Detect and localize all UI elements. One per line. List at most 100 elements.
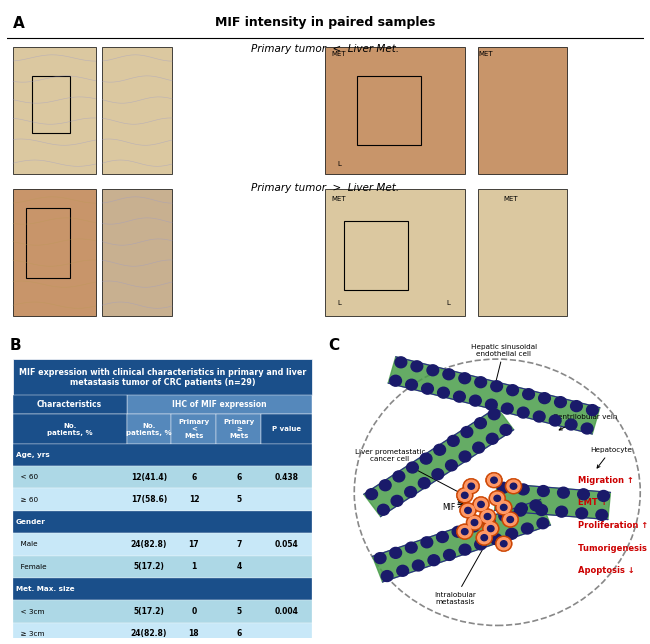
Circle shape	[427, 365, 439, 375]
FancyBboxPatch shape	[13, 466, 312, 488]
Text: C: C	[328, 338, 339, 353]
Circle shape	[378, 504, 389, 515]
Circle shape	[486, 433, 498, 444]
Circle shape	[474, 418, 486, 429]
Text: B: B	[10, 338, 21, 353]
Circle shape	[486, 399, 497, 410]
Text: L: L	[338, 300, 342, 307]
Circle shape	[507, 516, 514, 522]
Circle shape	[446, 460, 458, 471]
Circle shape	[537, 518, 549, 529]
Polygon shape	[388, 357, 600, 434]
FancyBboxPatch shape	[13, 415, 127, 444]
Circle shape	[390, 547, 402, 558]
Circle shape	[517, 407, 529, 418]
Text: Gender: Gender	[16, 519, 46, 525]
Circle shape	[393, 471, 405, 482]
Circle shape	[443, 549, 455, 560]
FancyBboxPatch shape	[478, 48, 567, 174]
Text: 24(82.8): 24(82.8)	[131, 629, 167, 638]
Circle shape	[468, 516, 481, 529]
FancyBboxPatch shape	[102, 48, 172, 174]
Circle shape	[468, 521, 480, 532]
Text: Characteristics: Characteristics	[37, 401, 102, 410]
Circle shape	[504, 513, 517, 526]
Circle shape	[554, 397, 566, 408]
Text: 0.438: 0.438	[275, 473, 299, 482]
Polygon shape	[495, 483, 610, 520]
Circle shape	[459, 451, 471, 462]
Circle shape	[397, 565, 409, 576]
Text: MET: MET	[478, 51, 493, 57]
Circle shape	[578, 489, 590, 500]
FancyBboxPatch shape	[127, 415, 172, 444]
Circle shape	[422, 383, 434, 394]
Text: ≥ 3cm: ≥ 3cm	[16, 631, 44, 637]
Text: MIF intensity in paired samples: MIF intensity in paired samples	[214, 16, 436, 29]
Circle shape	[476, 530, 493, 545]
Circle shape	[534, 411, 545, 422]
Text: Primary
≥
Mets: Primary ≥ Mets	[223, 419, 255, 439]
Circle shape	[497, 538, 510, 550]
Circle shape	[395, 357, 407, 368]
Circle shape	[479, 509, 496, 524]
Circle shape	[406, 542, 417, 553]
Circle shape	[461, 426, 473, 437]
Text: 5: 5	[237, 607, 241, 616]
FancyBboxPatch shape	[13, 511, 312, 533]
Circle shape	[462, 492, 468, 498]
Circle shape	[514, 505, 526, 516]
Circle shape	[374, 553, 386, 564]
Text: 24(82.8): 24(82.8)	[131, 540, 167, 549]
Circle shape	[581, 423, 593, 434]
Text: 4: 4	[236, 562, 242, 571]
Circle shape	[469, 395, 481, 406]
Circle shape	[530, 500, 541, 511]
Circle shape	[407, 462, 419, 473]
Circle shape	[507, 384, 519, 395]
Circle shape	[536, 505, 547, 515]
Circle shape	[495, 536, 512, 552]
Circle shape	[484, 513, 491, 520]
Bar	[344, 221, 408, 290]
Text: Tumorigenesis ↑: Tumorigenesis ↑	[578, 544, 650, 553]
Text: Migration ↑: Migration ↑	[578, 476, 634, 485]
Text: Female: Female	[16, 564, 46, 570]
Circle shape	[482, 521, 499, 536]
Text: 0.004: 0.004	[275, 607, 299, 616]
Circle shape	[447, 435, 459, 446]
Bar	[25, 209, 70, 278]
Circle shape	[382, 571, 393, 582]
Circle shape	[596, 509, 608, 520]
Circle shape	[598, 491, 610, 502]
Text: < 3cm: < 3cm	[16, 609, 44, 614]
FancyBboxPatch shape	[325, 48, 465, 174]
Circle shape	[466, 515, 483, 531]
Circle shape	[500, 424, 512, 435]
Circle shape	[406, 379, 417, 390]
Text: < 60: < 60	[16, 474, 38, 480]
Text: 1: 1	[191, 562, 196, 571]
Text: Proliferation ↑: Proliferation ↑	[578, 521, 649, 530]
Circle shape	[507, 480, 520, 492]
Bar	[32, 76, 70, 133]
Circle shape	[500, 541, 507, 547]
Circle shape	[491, 492, 504, 504]
Circle shape	[458, 489, 471, 501]
Circle shape	[491, 381, 502, 392]
FancyBboxPatch shape	[261, 415, 312, 444]
Circle shape	[502, 511, 519, 527]
Text: L: L	[446, 300, 450, 307]
Circle shape	[391, 495, 403, 506]
Circle shape	[452, 526, 464, 537]
Text: No.
patients, %: No. patients, %	[126, 422, 172, 435]
Circle shape	[456, 524, 473, 540]
Circle shape	[521, 523, 533, 534]
Circle shape	[437, 387, 449, 398]
Circle shape	[419, 478, 430, 489]
Circle shape	[499, 511, 510, 522]
Text: 18: 18	[188, 629, 200, 638]
Text: 0.054: 0.054	[275, 540, 299, 549]
Polygon shape	[372, 500, 551, 582]
Circle shape	[443, 369, 454, 380]
